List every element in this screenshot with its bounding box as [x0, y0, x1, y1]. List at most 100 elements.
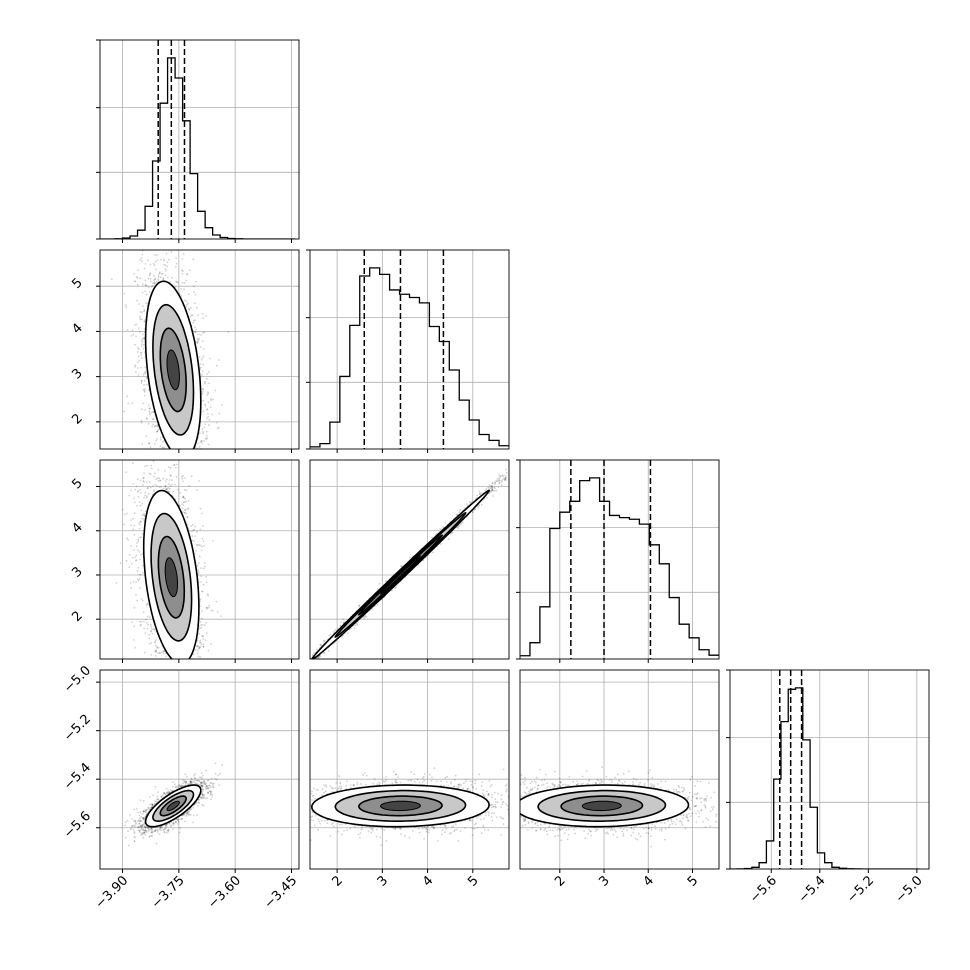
- scatter-point: [201, 357, 204, 360]
- scatter-point: [206, 417, 208, 420]
- scatter-point: [199, 695, 201, 697]
- scatter-point: [143, 394, 146, 397]
- scatter-point: [182, 467, 184, 469]
- scatter-point: [200, 496, 202, 498]
- scatter-point: [141, 440, 143, 442]
- scatter-point: [196, 640, 199, 642]
- scatter-point: [186, 516, 189, 519]
- scatter-point: [185, 455, 187, 457]
- scatter-point: [207, 649, 210, 652]
- scatter-point: [186, 662, 188, 664]
- scatter-point: [170, 470, 172, 472]
- scatter-point: [191, 674, 193, 676]
- scatter-point: [181, 691, 183, 693]
- scatter-point: [164, 690, 166, 692]
- scatter-point: [151, 418, 154, 420]
- y-tick-label: 2: [69, 411, 85, 427]
- scatter-point: [143, 518, 146, 520]
- scatter-point: [156, 438, 158, 440]
- scatter-point: [158, 652, 161, 655]
- scatter-point: [194, 471, 196, 473]
- scatter-point: [160, 272, 163, 275]
- scatter-point: [154, 472, 156, 475]
- scatter-point: [182, 469, 184, 471]
- scatter-point: [123, 292, 126, 295]
- scatter-point: [167, 698, 169, 700]
- scatter-point: [139, 573, 142, 576]
- scatter-point: [143, 496, 145, 499]
- scatter-point: [183, 676, 185, 678]
- scatter-point: [168, 450, 170, 452]
- scatter-point: [155, 425, 158, 427]
- scatter-point: [216, 427, 219, 430]
- scatter-point: [173, 464, 176, 466]
- scatter-point: [186, 675, 188, 677]
- scatter-point: [181, 281, 184, 284]
- scatter-point: [176, 664, 178, 666]
- scatter-point: [145, 302, 147, 304]
- scatter-point: [142, 305, 144, 307]
- scatter-point: [202, 387, 204, 390]
- scatter-point: [183, 455, 185, 457]
- scatter-point: [188, 671, 190, 673]
- scatter-point: [164, 465, 166, 467]
- scatter-point: [208, 424, 210, 427]
- scatter-point: [200, 440, 203, 442]
- scatter-point: [181, 269, 183, 272]
- scatter-point: [175, 674, 177, 676]
- scatter-point: [202, 643, 205, 646]
- scatter-point: [141, 502, 144, 505]
- scatter-point: [205, 632, 208, 634]
- scatter-point: [158, 651, 161, 654]
- scatter-point: [189, 475, 191, 477]
- scatter-point: [227, 331, 230, 333]
- scatter-point: [182, 480, 184, 483]
- scatter-point: [149, 623, 152, 626]
- scatter-point: [192, 464, 194, 466]
- scatter-point: [204, 380, 206, 383]
- scatter-point: [202, 645, 205, 648]
- scatter-point: [125, 306, 128, 309]
- scatter-point: [206, 408, 208, 411]
- scatter-point: [199, 346, 202, 348]
- scatter-point: [126, 537, 128, 540]
- scatter-point: [164, 264, 167, 267]
- scatter-point: [156, 259, 159, 261]
- scatter-point: [144, 320, 146, 323]
- scatter-point: [205, 434, 208, 437]
- scatter-point: [147, 493, 150, 495]
- scatter-point: [141, 408, 143, 411]
- scatter-point: [169, 464, 171, 466]
- scatter-point: [195, 543, 198, 546]
- scatter-point: [180, 712, 182, 714]
- scatter-point: [168, 453, 170, 455]
- scatter-point: [178, 454, 180, 456]
- scatter-point: [208, 382, 210, 385]
- scatter-point: [149, 446, 152, 448]
- scatter-point: [192, 319, 195, 322]
- scatter-point: [135, 371, 137, 374]
- scatter-point: [144, 284, 147, 287]
- scatter-point: [126, 329, 129, 331]
- scatter-point: [146, 302, 149, 305]
- scatter-point: [155, 224, 157, 226]
- scatter-point: [195, 447, 197, 449]
- scatter-point: [168, 258, 170, 261]
- scatter-point: [202, 664, 204, 666]
- scatter-point: [171, 483, 173, 486]
- scatter-point: [139, 352, 142, 354]
- scatter-point: [196, 664, 198, 666]
- scatter-point: [199, 656, 202, 658]
- scatter-point: [203, 565, 206, 568]
- scatter-point: [139, 520, 142, 523]
- scatter-point: [137, 355, 140, 358]
- scatter-point: [186, 700, 188, 702]
- scatter-point: [161, 469, 163, 471]
- scatter-point: [152, 284, 154, 287]
- scatter-point: [147, 615, 149, 618]
- scatter-point: [142, 283, 144, 286]
- panel-content: [310, 250, 509, 449]
- scatter-point: [134, 556, 137, 559]
- scatter-point: [201, 453, 203, 455]
- scatter-point: [138, 501, 141, 503]
